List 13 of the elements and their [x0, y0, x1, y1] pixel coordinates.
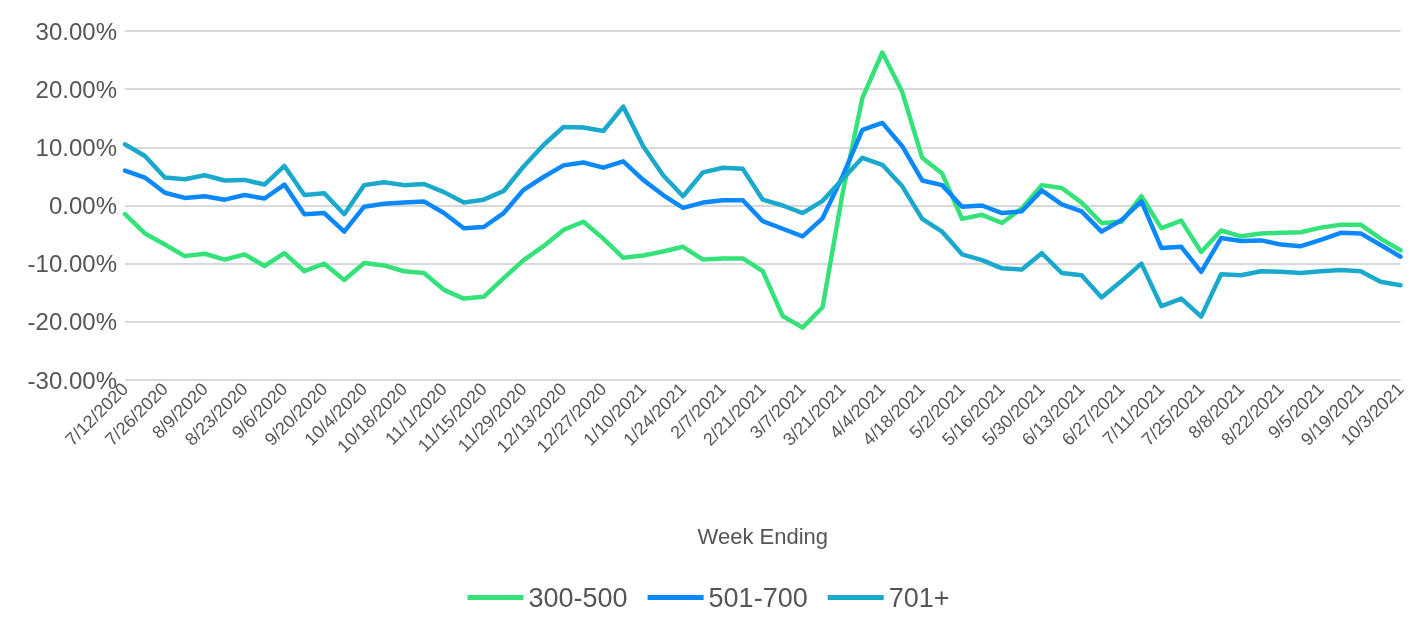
legend-label: 501-700	[708, 582, 808, 613]
line-series	[122, 120, 1403, 275]
line-series	[122, 104, 1403, 319]
y-tick-label: 0.00%	[48, 192, 117, 219]
x-axis-title: Week Ending	[697, 523, 828, 549]
y-tick-label: 20.00%	[35, 75, 117, 103]
y-tick-label: 10.00%	[35, 133, 117, 161]
line-series	[122, 50, 1403, 330]
y-tick-label: 30.00%	[35, 17, 117, 45]
y-tick-label: -10.00%	[27, 250, 117, 278]
legend-label: 300-500	[528, 582, 628, 613]
y-tick-label: -20.00%	[27, 308, 117, 336]
legend-label: 701+	[888, 582, 950, 613]
